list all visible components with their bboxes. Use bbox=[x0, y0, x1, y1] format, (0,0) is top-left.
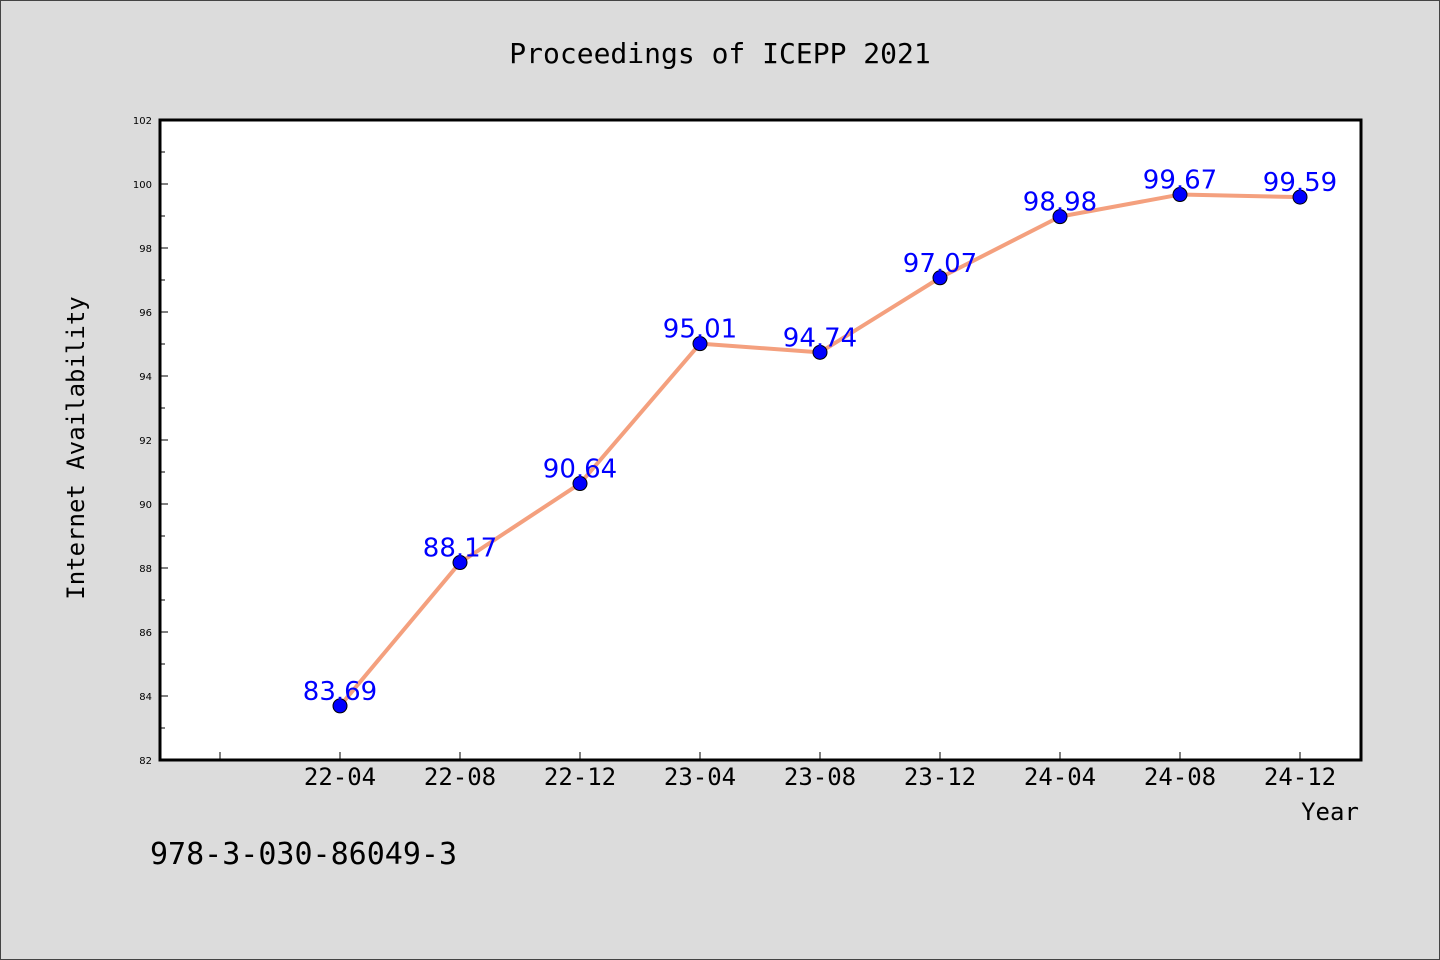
data-label: 94.74 bbox=[783, 323, 857, 353]
data-label: 98.98 bbox=[1023, 188, 1097, 218]
isbn-footer: 978-3-030-86049-3 bbox=[150, 837, 457, 872]
data-label: 90.64 bbox=[543, 455, 617, 485]
y-tick-label: 82 bbox=[139, 756, 152, 767]
data-point bbox=[932, 270, 948, 286]
y-tick-label: 92 bbox=[139, 436, 152, 447]
x-tick-label: 24-08 bbox=[1144, 763, 1216, 791]
plot-area bbox=[158, 118, 1363, 762]
x-axis-label: Year bbox=[1301, 798, 1359, 826]
y-tick-label: 100 bbox=[133, 180, 152, 191]
data-labels: 83.69 88.17 90.64 95.01 94.74 97.07 98.98 99.67… bbox=[303, 166, 1337, 707]
data-label: 99.59 bbox=[1263, 168, 1337, 198]
x-tick-label: 24-04 bbox=[1024, 763, 1096, 791]
data-label: 99.67 bbox=[1143, 166, 1217, 196]
x-axis: 22-04 22-08 22-12 23-04 23-08 23-12 24-04 24-08… bbox=[219, 752, 1336, 791]
y-tick-label: 98 bbox=[139, 244, 152, 255]
y-tick-label: 86 bbox=[139, 628, 152, 639]
y-tick-label: 96 bbox=[139, 308, 152, 319]
x-tick-label: 23-12 bbox=[904, 763, 976, 791]
data-markers bbox=[332, 187, 1308, 714]
data-point bbox=[1292, 189, 1308, 205]
y-tick-label: 102 bbox=[133, 116, 152, 127]
y-tick-label: 94 bbox=[139, 372, 152, 383]
data-point bbox=[332, 698, 348, 714]
y-axis-label: Internet Availability bbox=[62, 296, 90, 599]
x-tick-label: 23-04 bbox=[664, 763, 736, 791]
data-label: 83.69 bbox=[303, 677, 377, 707]
data-point bbox=[452, 555, 468, 571]
data-point bbox=[572, 476, 588, 492]
x-tick-label: 23-08 bbox=[784, 763, 856, 791]
data-label: 95.01 bbox=[663, 315, 737, 345]
data-point bbox=[1052, 209, 1068, 225]
data-point bbox=[812, 344, 828, 360]
x-tick-label: 22-12 bbox=[544, 763, 616, 791]
x-tick-label: 24-12 bbox=[1264, 763, 1336, 791]
data-label: 88.17 bbox=[423, 534, 497, 564]
chart-title: Proceedings of ICEPP 2021 bbox=[509, 37, 930, 70]
y-tick-label: 88 bbox=[139, 564, 152, 575]
x-tick-label: 22-08 bbox=[424, 763, 496, 791]
y-axis: 82 84 86 88 90 92 94 96 98 100 102 bbox=[133, 116, 168, 767]
data-point bbox=[692, 336, 708, 352]
x-tick-label: 22-04 bbox=[304, 763, 376, 791]
data-point bbox=[1172, 187, 1188, 203]
y-tick-label: 84 bbox=[139, 692, 152, 703]
y-tick-label: 90 bbox=[139, 500, 152, 511]
data-label: 97.07 bbox=[903, 249, 977, 279]
